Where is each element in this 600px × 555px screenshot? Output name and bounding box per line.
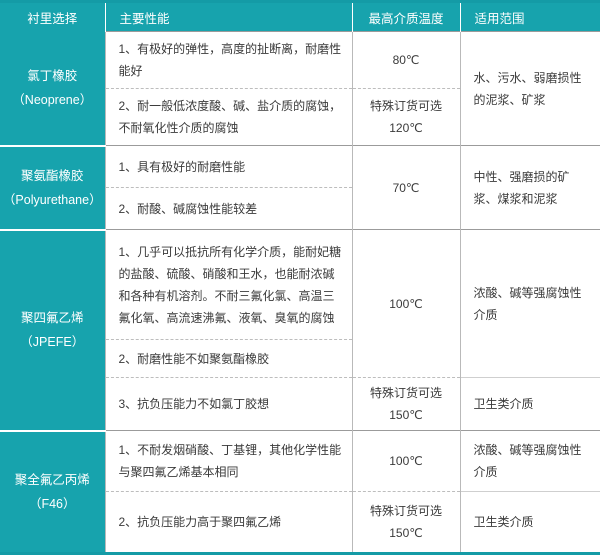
material-name-cn: 氯丁橡胶 bbox=[27, 69, 78, 83]
temperature-value: 150℃ bbox=[389, 408, 423, 422]
cell-application-range: 中性、强磨损的矿浆、煤浆和泥浆 bbox=[460, 145, 600, 230]
table-row: 3、抗负压能力不如氯丁胶想 特殊订货可选 150℃ 卫生类介质 bbox=[0, 377, 600, 431]
cell-max-temperature: 100℃ bbox=[352, 229, 461, 378]
cell-application-range: 卫生类介质 bbox=[460, 377, 600, 431]
table-body: 氯丁橡胶 （Neoprene） 1、有极好的弹性，高度的扯断离，耐磨性能好 80… bbox=[0, 31, 600, 555]
temperature-value: 120℃ bbox=[389, 121, 423, 135]
temperature-value: 80℃ bbox=[392, 53, 420, 67]
material-name-en: （F46） bbox=[28, 496, 76, 511]
cell-application-range: 水、污水、弱磨损性的泥浆、矿浆 bbox=[460, 31, 600, 146]
temperature-value: 70℃ bbox=[392, 180, 420, 195]
cell-material-jpefe: 聚四氟乙烯 （JPEFE） bbox=[0, 229, 105, 432]
material-name-cn: 聚全氟乙丙烯 bbox=[14, 472, 90, 487]
cell-performance: 2、耐一般低浓度酸、碱、盐介质的腐蚀，不耐氧化性介质的腐蚀 bbox=[104, 88, 353, 146]
material-name-cn: 聚四氟乙烯 bbox=[20, 311, 84, 325]
cell-performance: 2、耐酸、碱腐蚀性能较差 bbox=[104, 187, 353, 230]
table-row: 氯丁橡胶 （Neoprene） 1、有极好的弹性，高度的扯断离，耐磨性能好 80… bbox=[0, 31, 600, 147]
cell-max-temperature: 70℃ bbox=[352, 145, 461, 230]
temperature-value: 150℃ bbox=[389, 526, 423, 540]
material-name-en: （Neoprene） bbox=[12, 93, 93, 107]
material-name-en: （JPEFE） bbox=[20, 335, 85, 349]
cell-material-polyurethane: 聚氨酯橡胶 （Polyurethane） bbox=[0, 145, 105, 231]
cell-performance: 1、有极好的弹性，高度的扯断离，耐磨性能好 bbox=[104, 31, 353, 89]
cell-performance: 1、几乎可以抵抗所有化学介质，能耐妃糖的盐酸、硫酸、硝酸和王水，也能耐浓碱和各种… bbox=[104, 229, 353, 340]
cell-performance: 3、抗负压能力不如氯丁胶想 bbox=[104, 377, 353, 431]
column-header-performance: 主要性能 bbox=[105, 1, 353, 32]
table-row: 聚四氟乙烯 （JPEFE） 1、几乎可以抵抗所有化学介质，能耐妃糖的盐酸、硫酸、… bbox=[0, 229, 600, 432]
temperature-value: 100℃ bbox=[389, 454, 423, 468]
table-row: 聚氨酯橡胶 （Polyurethane） 1、具有极好的耐磨性能 70℃ 中性、… bbox=[0, 145, 600, 231]
column-header-application-range: 适用范围 bbox=[460, 1, 600, 32]
cell-material-f46: 聚全氟乙丙烯 （F46） bbox=[0, 430, 105, 555]
temperature-special-note: 特殊订货可选 bbox=[369, 99, 442, 113]
column-header-max-temperature: 最高介质温度 bbox=[352, 1, 461, 32]
header-row: 衬里选择 主要性能 最高介质温度 适用范围 bbox=[0, 1, 600, 32]
material-name-cn: 聚氨酯橡胶 bbox=[20, 168, 84, 183]
temperature-value: 100℃ bbox=[389, 296, 423, 311]
table-row: 2、耐一般低浓度酸、碱、盐介质的腐蚀，不耐氧化性介质的腐蚀 特殊订货可选 120… bbox=[0, 88, 600, 146]
cell-performance: 1、不耐发烟硝酸、丁基锂，其他化学性能与聚四氟乙烯基本相同 bbox=[104, 430, 353, 492]
cell-max-temperature: 特殊订货可选 150℃ bbox=[352, 491, 461, 554]
temperature-special-note: 特殊订货可选 bbox=[369, 504, 442, 518]
material-name-en: （Polyurethane） bbox=[2, 192, 102, 207]
cell-application-range: 浓酸、碱等强腐蚀性介质 bbox=[460, 430, 600, 492]
cell-max-temperature: 100℃ bbox=[352, 430, 461, 492]
table-row: 聚全氟乙丙烯 （F46） 1、不耐发烟硝酸、丁基锂，其他化学性能与聚四氟乙烯基本… bbox=[0, 430, 600, 555]
column-header-lining: 衬里选择 bbox=[0, 1, 106, 32]
cell-performance: 2、耐磨性能不如聚氨酯橡胶 bbox=[104, 339, 353, 378]
cell-performance: 1、具有极好的耐磨性能 bbox=[104, 145, 353, 188]
table-row: 2、耐磨性能不如聚氨酯橡胶 bbox=[0, 339, 600, 378]
cell-material-neoprene: 氯丁橡胶 （Neoprene） bbox=[0, 31, 105, 147]
cell-performance: 2、抗负压能力高于聚四氟乙烯 bbox=[104, 491, 353, 554]
cell-application-range: 卫生类介质 bbox=[460, 491, 600, 554]
cell-application-range: 浓酸、碱等强腐蚀性介质 bbox=[460, 229, 600, 378]
cell-max-temperature: 特殊订货可选 150℃ bbox=[352, 377, 461, 431]
table-header: 衬里选择 主要性能 最高介质温度 适用范围 bbox=[0, 1, 600, 32]
table-row: 2、耐酸、碱腐蚀性能较差 bbox=[0, 187, 600, 230]
cell-max-temperature: 特殊订货可选 120℃ bbox=[352, 88, 461, 146]
temperature-special-note: 特殊订货可选 bbox=[369, 386, 442, 400]
cell-max-temperature: 80℃ bbox=[352, 31, 461, 89]
